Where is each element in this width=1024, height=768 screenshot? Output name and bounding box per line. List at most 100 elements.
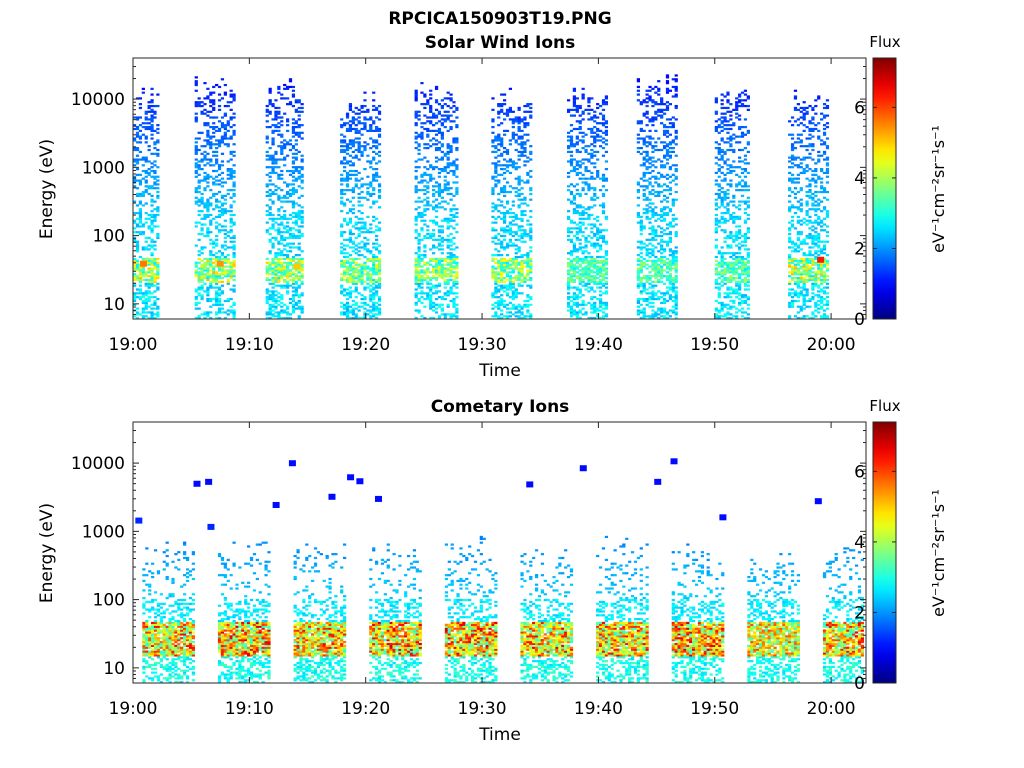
flux-cell: [514, 217, 518, 220]
flux-cell: [508, 108, 513, 111]
flux-cell: [662, 112, 667, 115]
flux-cell: [569, 221, 574, 224]
flux-cell: [432, 257, 436, 261]
flux-cell: [226, 169, 230, 173]
flux-cell: [351, 242, 355, 245]
flux-cell: [651, 317, 655, 320]
flux-cell: [372, 187, 376, 190]
flux-cell: [229, 225, 233, 228]
flux-cell: [268, 240, 272, 243]
flux-cell: [283, 273, 287, 276]
flux-cell: [601, 175, 606, 178]
flux-cell: [209, 189, 213, 192]
flux-cell: [455, 215, 459, 219]
flux-cell: [651, 202, 655, 205]
flux-cell: [268, 103, 272, 106]
flux-cell: [604, 292, 609, 295]
flux-cell: [523, 303, 527, 306]
flux-cell: [420, 282, 424, 285]
flux-cell: [351, 257, 355, 261]
flux-cell: [217, 307, 222, 310]
flux-cell: [215, 244, 219, 247]
flux-cell: [437, 194, 442, 197]
flux-cell: [529, 269, 533, 272]
flux-cell: [569, 219, 574, 222]
flux-cell: [288, 257, 293, 261]
flux-cell: [449, 261, 453, 264]
flux-cell: [366, 275, 370, 278]
flux-cell: [369, 309, 373, 312]
flux-cell: [274, 118, 278, 121]
flux-cell: [291, 286, 296, 289]
flux-cell: [455, 263, 459, 266]
flux-cell: [494, 162, 498, 165]
flux-cell: [502, 315, 507, 318]
flux-cell: [372, 305, 376, 308]
flux-cell: [375, 225, 379, 228]
flux-cell: [598, 305, 603, 308]
flux-cell: [135, 158, 140, 161]
flux-cell: [508, 244, 513, 247]
flux-cell: [340, 278, 344, 282]
flux-cell: [265, 297, 269, 301]
flux-cell: [505, 259, 510, 262]
flux-cell: [426, 282, 430, 285]
flux-cell: [604, 315, 609, 318]
flux-cell: [280, 265, 284, 268]
flux-cell: [153, 296, 157, 299]
flux-cell: [449, 210, 453, 213]
flux-cell: [294, 223, 298, 226]
flux-cell: [200, 104, 204, 108]
flux-cell: [343, 252, 347, 255]
flux-cell: [223, 317, 227, 320]
flux-cell: [432, 267, 436, 270]
flux-cell: [508, 185, 513, 188]
flux-cell: [300, 273, 304, 276]
flux-cell: [265, 213, 269, 217]
flux-cell: [150, 124, 154, 127]
flux-cell: [206, 122, 210, 125]
flux-cell: [420, 181, 424, 184]
flux-cell: [598, 145, 603, 148]
flux-cell: [648, 143, 652, 146]
flux-cell: [138, 233, 143, 236]
flux-cell: [194, 141, 198, 144]
flux-cell: [274, 275, 278, 278]
flux-cell: [429, 129, 433, 133]
flux-cell: [500, 229, 504, 232]
flux-cell: [294, 101, 298, 104]
flux-cell: [229, 305, 233, 308]
flux-cell: [598, 273, 603, 276]
flux-cell: [226, 275, 230, 278]
flux-cell: [508, 257, 513, 261]
flux-cell: [449, 99, 453, 102]
flux-cell: [277, 129, 281, 133]
flux-cell: [508, 87, 513, 90]
flux-cell: [144, 141, 148, 144]
flux-cell: [288, 275, 293, 278]
flux-cell: [665, 196, 670, 199]
flux-cell: [300, 137, 304, 140]
flux-cell: [590, 131, 594, 134]
flux-cell: [294, 229, 298, 232]
flux-cell: [529, 229, 533, 232]
flux-cell: [601, 263, 606, 266]
flux-cell: [604, 254, 609, 257]
flux-cell: [141, 225, 145, 228]
flux-cell: [297, 294, 301, 297]
flux-cell: [511, 276, 515, 280]
flux-cell: [517, 227, 521, 230]
flux-cell: [420, 158, 424, 161]
flux-cell: [138, 213, 143, 217]
flux-cell: [357, 257, 361, 261]
flux-cell: [642, 282, 646, 285]
flux-cell: [434, 198, 439, 201]
flux-cell: [523, 181, 527, 184]
flux-cell: [357, 143, 361, 146]
flux-cell: [596, 282, 600, 285]
flux-cell: [153, 307, 157, 310]
flux-cell: [351, 276, 355, 280]
flux-cell: [212, 181, 216, 184]
flux-cell: [340, 179, 344, 182]
flux-cell: [662, 263, 667, 266]
